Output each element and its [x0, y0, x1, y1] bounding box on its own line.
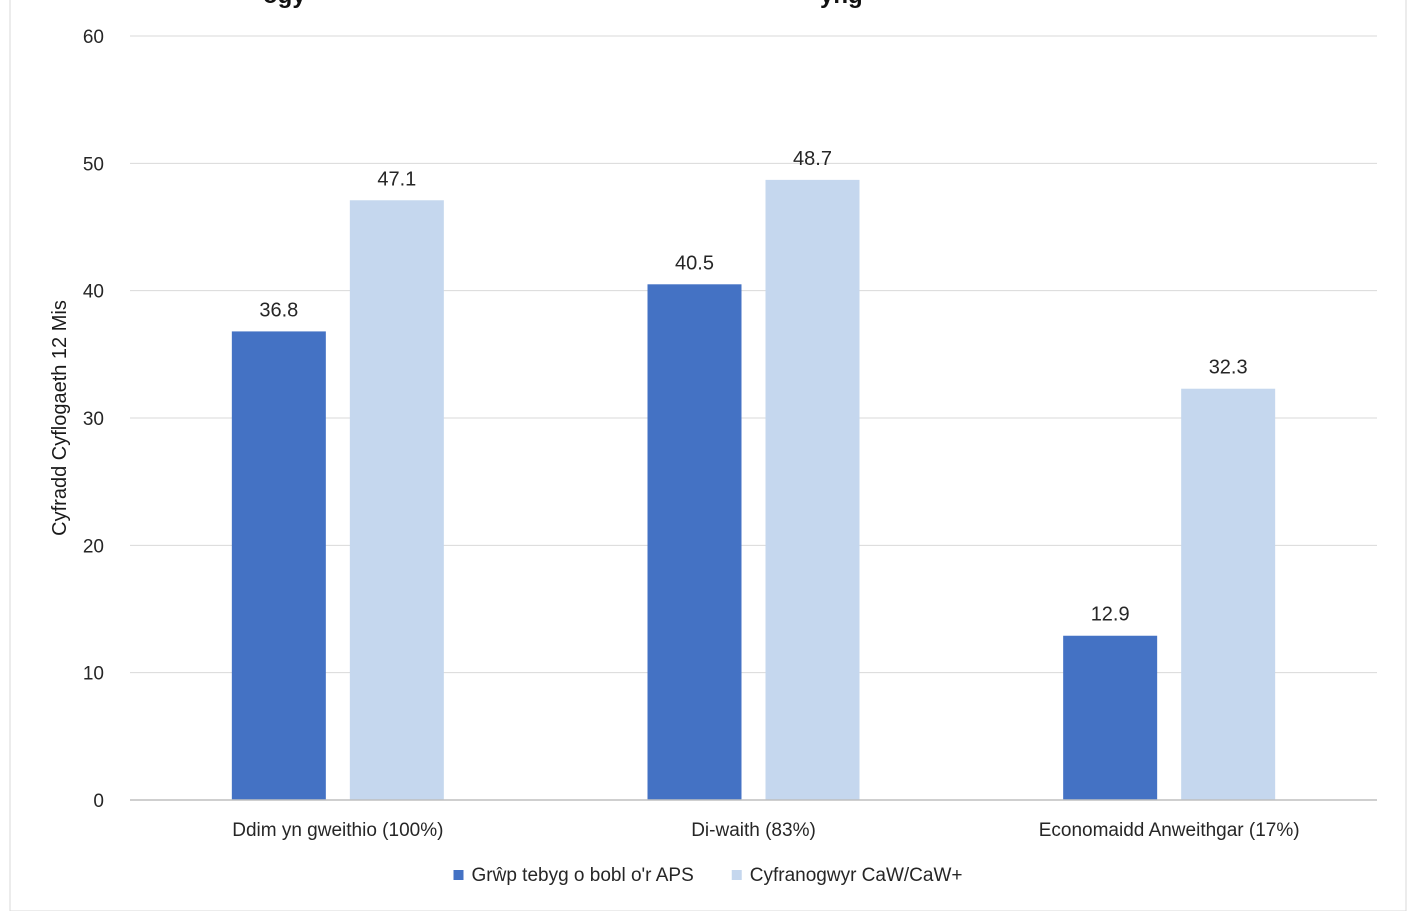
data-label: 48.7 — [793, 148, 832, 170]
data-label: 32.3 — [1209, 357, 1248, 379]
bars — [231, 179, 1276, 801]
data-label: 12.9 — [1091, 604, 1130, 626]
y-tick-label: 30 — [83, 409, 104, 430]
bar — [1181, 388, 1276, 800]
x-category-label: Economaidd Anweithgar (17%) — [1039, 820, 1300, 841]
bar — [1063, 635, 1158, 800]
bar — [231, 331, 326, 800]
y-tick-label: 50 — [83, 154, 104, 175]
y-tick-label: 0 — [93, 791, 104, 812]
axes: 0 10 20 30 40 50 60 Ddim yn gweithio (100%) Di-w… — [83, 27, 1377, 841]
title-fragment-right: yng — [820, 0, 863, 9]
data-label: 40.5 — [675, 252, 714, 274]
x-category-label: Ddim yn gweithio (100%) — [232, 820, 443, 841]
data-labels: 36.8 47.1 40.5 48.7 12.9 32.3 — [259, 148, 1247, 626]
y-tick-label: 20 — [83, 536, 104, 557]
title-fragment-left: ogy — [263, 0, 306, 9]
chart-border — [9, 0, 1407, 911]
gridlines — [130, 35, 1377, 674]
y-tick-label: 60 — [83, 27, 104, 48]
y-tick-label: 10 — [83, 664, 104, 685]
legend-label: Grŵp tebyg o bobl o'r APS — [472, 865, 694, 886]
legend-swatch — [453, 870, 464, 880]
bar — [765, 179, 860, 801]
data-label: 36.8 — [259, 299, 298, 321]
y-tick-label: 40 — [83, 282, 104, 303]
x-category-label: Di-waith (83%) — [691, 820, 816, 841]
legend-label: Cyfranogwyr CaW/CaW+ — [750, 865, 963, 886]
legend-swatch — [731, 870, 742, 880]
bar — [647, 284, 742, 800]
bar — [349, 200, 444, 800]
legend: Grŵp tebyg o bobl o'r APS Cyfranogwyr CaW… — [453, 865, 963, 886]
data-label: 47.1 — [377, 168, 416, 190]
y-axis-title: Cyfradd Cyflogaeth 12 Mis — [49, 300, 71, 536]
